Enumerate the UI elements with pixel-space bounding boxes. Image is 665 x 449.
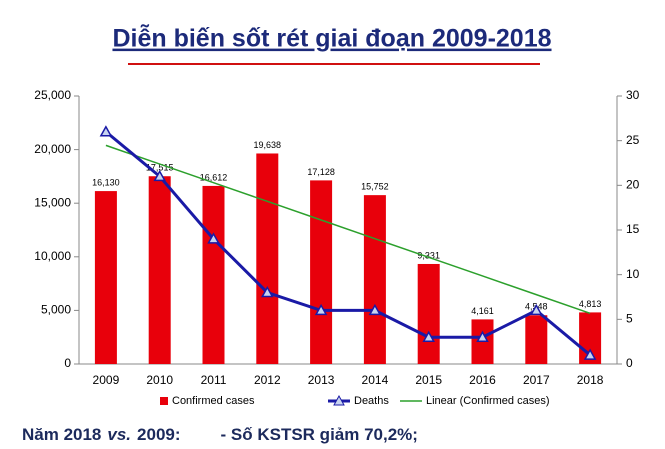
marker (422, 330, 435, 342)
y2-tick-label: 30 (626, 88, 640, 102)
x-tick-label: 2016 (469, 373, 496, 387)
x-tick-label: 2017 (523, 373, 550, 387)
data-label: 15,752 (361, 182, 389, 192)
x-tick-label: 2011 (201, 373, 227, 387)
footer: Năm 2018 vs. 2009: - Số KSTSR giảm 70,2%; (22, 425, 424, 445)
y2-tick-label: 15 (626, 222, 640, 236)
data-label: 9,331 (417, 250, 440, 260)
deaths-line (104, 130, 592, 357)
data-label: 4,813 (579, 299, 602, 309)
chart-title: Diễn biến sốt rét giai đoạn 2009-2018 (112, 23, 551, 53)
bar (310, 180, 333, 364)
data-label: 16,130 (92, 177, 120, 187)
y2-tick-label: 5 (626, 312, 633, 326)
data-label: 16,612 (200, 172, 228, 182)
y-tick-label: 15,000 (34, 195, 71, 209)
legend-swatch (160, 397, 168, 405)
data-label: 4,161 (471, 306, 494, 316)
bar (148, 176, 171, 364)
bar (94, 191, 117, 364)
y-tick-label: 20,000 (34, 142, 71, 156)
marker (207, 232, 220, 244)
footer-text: - Số KSTSR giảm 70,2%; (220, 425, 418, 444)
marker (583, 348, 597, 360)
marker (368, 303, 382, 316)
marker (99, 125, 113, 137)
trend-line (105, 144, 591, 314)
data-label: 17,128 (307, 167, 335, 177)
footer-text: Năm 2018 (22, 425, 102, 444)
y-tick-label: 0 (64, 356, 71, 370)
y-tick-label: 25,000 (34, 88, 71, 102)
y-tick-label: 10,000 (34, 249, 71, 263)
y2-tick-label: 20 (626, 178, 640, 192)
x-tick-label: 2009 (93, 373, 120, 387)
marker (261, 285, 274, 298)
marker (314, 303, 328, 316)
bar (525, 315, 548, 364)
bar (363, 195, 386, 364)
x-tick-label: 2010 (146, 373, 173, 387)
legend-label: Linear (Confirmed cases) (426, 395, 550, 407)
marker (530, 303, 543, 316)
legend-label: Deaths (354, 395, 389, 407)
footer-text: 2009: (137, 425, 181, 444)
x-tick-label: 2014 (362, 373, 389, 387)
y2-tick-label: 25 (626, 133, 640, 147)
y2-tick-label: 0 (626, 356, 633, 370)
data-label: 19,638 (254, 140, 282, 150)
x-tick-label: 2012 (254, 373, 281, 387)
x-tick-label: 2013 (308, 373, 335, 387)
y2-tick-label: 10 (626, 267, 640, 281)
bar (417, 263, 440, 364)
data-label: 17,515 (146, 163, 174, 173)
marker (153, 169, 166, 182)
legend-label: Confirmed cases (172, 395, 255, 407)
legend-marker (333, 394, 345, 406)
y-tick-label: 5,000 (41, 303, 71, 317)
bar (256, 153, 279, 364)
footer-text: vs. (107, 425, 132, 444)
x-tick-label: 2015 (415, 373, 442, 387)
bar (202, 185, 225, 364)
x-tick-label: 2018 (577, 373, 604, 387)
marker (476, 330, 489, 342)
